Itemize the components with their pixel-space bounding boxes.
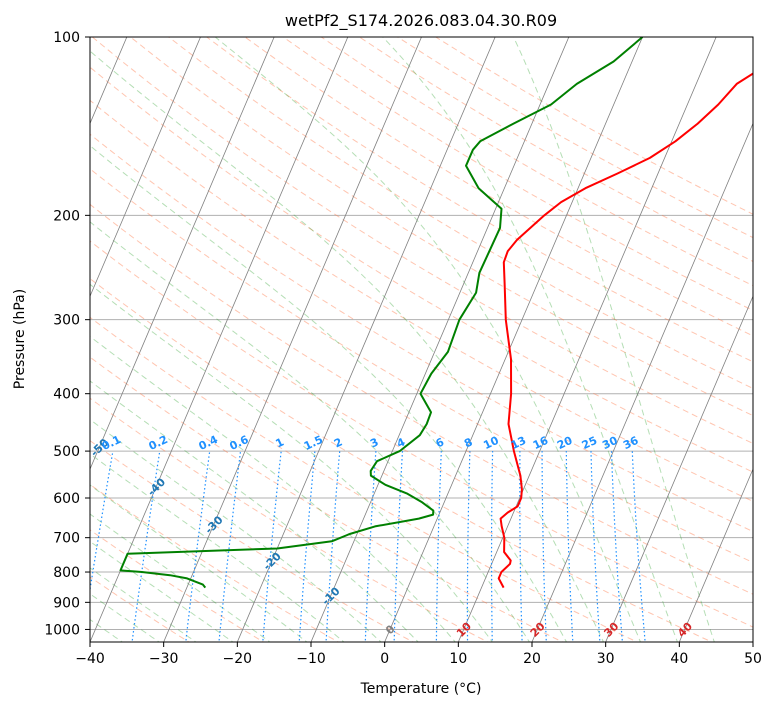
mixing-ratio-label: 13 [509, 434, 528, 452]
dry-adiabat-line [90, 240, 753, 628]
x-axis-label: Temperature (°C) [360, 681, 482, 697]
x-axis-ticks: −40 −30 −20 −10 0 10 20 30 40 50 [75, 642, 762, 667]
x-tick-label: 0 [380, 651, 389, 667]
moist-adiabat-line [382, 37, 678, 642]
isotherm-lines [90, 37, 753, 642]
x-tick-label: 10 [449, 651, 467, 667]
x-tick-label: −30 [149, 651, 179, 667]
plot-background [90, 37, 753, 642]
y-tick-label: 800 [53, 565, 80, 581]
dry-adiabat-line [90, 440, 414, 642]
y-tick-label: 1000 [44, 622, 80, 638]
moist-adiabat-line [90, 380, 419, 642]
isotherm-line [90, 37, 349, 642]
dry-adiabat-line [90, 316, 639, 642]
moist-adiabat-line [214, 37, 642, 642]
isotherm-line [310, 37, 570, 642]
mixing-ratio-label: 25 [580, 434, 599, 452]
mixing-ratio-label: 16 [531, 434, 551, 452]
mixing-ratio-line [393, 451, 404, 642]
moist-adiabat-line [513, 37, 715, 642]
dry-adiabat-line [90, 529, 265, 642]
mixing-ratio-line [541, 451, 547, 642]
mixing-ratio-line [490, 451, 494, 642]
x-tick-label: 50 [744, 651, 762, 667]
moist-adiabat-line [90, 335, 456, 642]
moist-adiabat-line [90, 145, 568, 642]
isotherm-line [384, 37, 643, 642]
mixing-ratio-line [364, 451, 377, 642]
dry-adiabat-line [90, 133, 753, 533]
mixing-ratio-line [565, 451, 574, 642]
dry-adiabat-line [90, 397, 489, 642]
y-axis-label: Pressure (hPa) [12, 289, 28, 389]
dry-adiabat-line [90, 168, 753, 563]
mixing-ratio-line [590, 451, 601, 642]
dry-adiabats [90, 37, 753, 642]
isotherm-line [605, 295, 753, 642]
dry-adiabat-line [90, 483, 340, 642]
mixing-ratio-line [466, 451, 471, 642]
isotherm-line [236, 37, 496, 642]
moist-adiabat-line [90, 540, 234, 642]
dry-adiabat-line [91, 37, 753, 445]
x-tick-label: 30 [597, 651, 615, 667]
moist-adiabat-line [90, 513, 271, 642]
x-tick-label: −40 [75, 651, 105, 667]
mixing-ratio-lines [90, 450, 646, 642]
moist-adiabat-line [90, 567, 197, 642]
x-tick-label: −20 [223, 651, 253, 667]
y-axis-ticks: 100 200 300 400 500 600 700 800 900 1000 [44, 30, 90, 638]
moist-adiabat-line [90, 418, 382, 642]
isotherm-line [90, 37, 201, 298]
dry-adiabat-line [320, 37, 753, 287]
dry-adiabat-line [244, 37, 753, 337]
y-tick-label: 100 [53, 30, 80, 46]
chart-title: wetPf2_S174.2026.083.04.30.R09 [285, 11, 557, 31]
x-tick-label: 20 [523, 651, 541, 667]
moist-adiabat-line [90, 283, 493, 642]
dry-adiabat-line [90, 203, 753, 595]
moist-adiabat-line [90, 593, 160, 642]
mixing-ratio-line [519, 451, 523, 642]
isotherm-line [531, 122, 753, 642]
y-tick-label: 500 [53, 444, 80, 460]
mixing-ratio-label: 30 [600, 434, 620, 452]
plot-frame [89, 36, 754, 643]
moist-adiabat-line [90, 50, 605, 642]
y-tick-label: 900 [53, 595, 80, 611]
isotherm-line [678, 468, 753, 642]
y-tick-label: 700 [53, 531, 80, 547]
y-tick-label: 600 [53, 491, 80, 507]
isotherm-line [457, 37, 717, 642]
profile-lines [119, 37, 753, 589]
x-tick-label: 40 [670, 651, 688, 667]
dry-adiabat-line [206, 37, 753, 363]
isotherm-line [163, 37, 422, 642]
temperature-line [497, 72, 753, 589]
isotherm-line [90, 37, 275, 471]
mixing-ratio-label: 20 [555, 434, 575, 452]
x-tick-label: −10 [296, 651, 326, 667]
y-tick-label: 200 [53, 208, 80, 224]
y-tick-label: 300 [53, 313, 80, 329]
dry-adiabat-line [90, 356, 564, 642]
dewpoint-line [119, 37, 644, 589]
moist-adiabat-line [90, 221, 530, 642]
y-tick-label: 400 [53, 387, 80, 403]
mixing-ratio-label: 36 [621, 434, 641, 452]
mixing-ratio-label: 10 [481, 434, 501, 452]
dry-adiabat-line [90, 66, 753, 473]
mixing-ratio-line [435, 451, 442, 642]
